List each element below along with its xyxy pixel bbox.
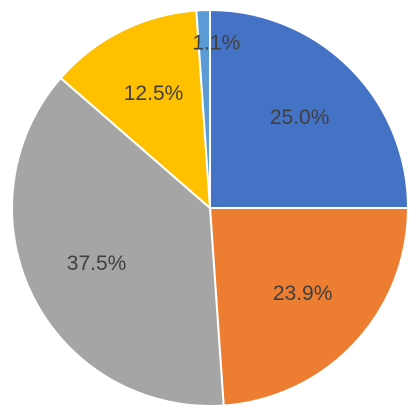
data-label: 25.0% bbox=[270, 106, 330, 129]
data-label: 23.9% bbox=[273, 282, 333, 305]
data-label: 1.1% bbox=[192, 31, 240, 54]
pie-slice bbox=[59, 9, 212, 211]
data-label: 12.5% bbox=[124, 82, 184, 105]
pie-slice bbox=[195, 8, 211, 209]
pie-slice bbox=[209, 8, 410, 209]
pie-slice bbox=[208, 207, 410, 407]
data-label: 37.5% bbox=[67, 252, 127, 275]
pie-slice bbox=[11, 76, 225, 407]
